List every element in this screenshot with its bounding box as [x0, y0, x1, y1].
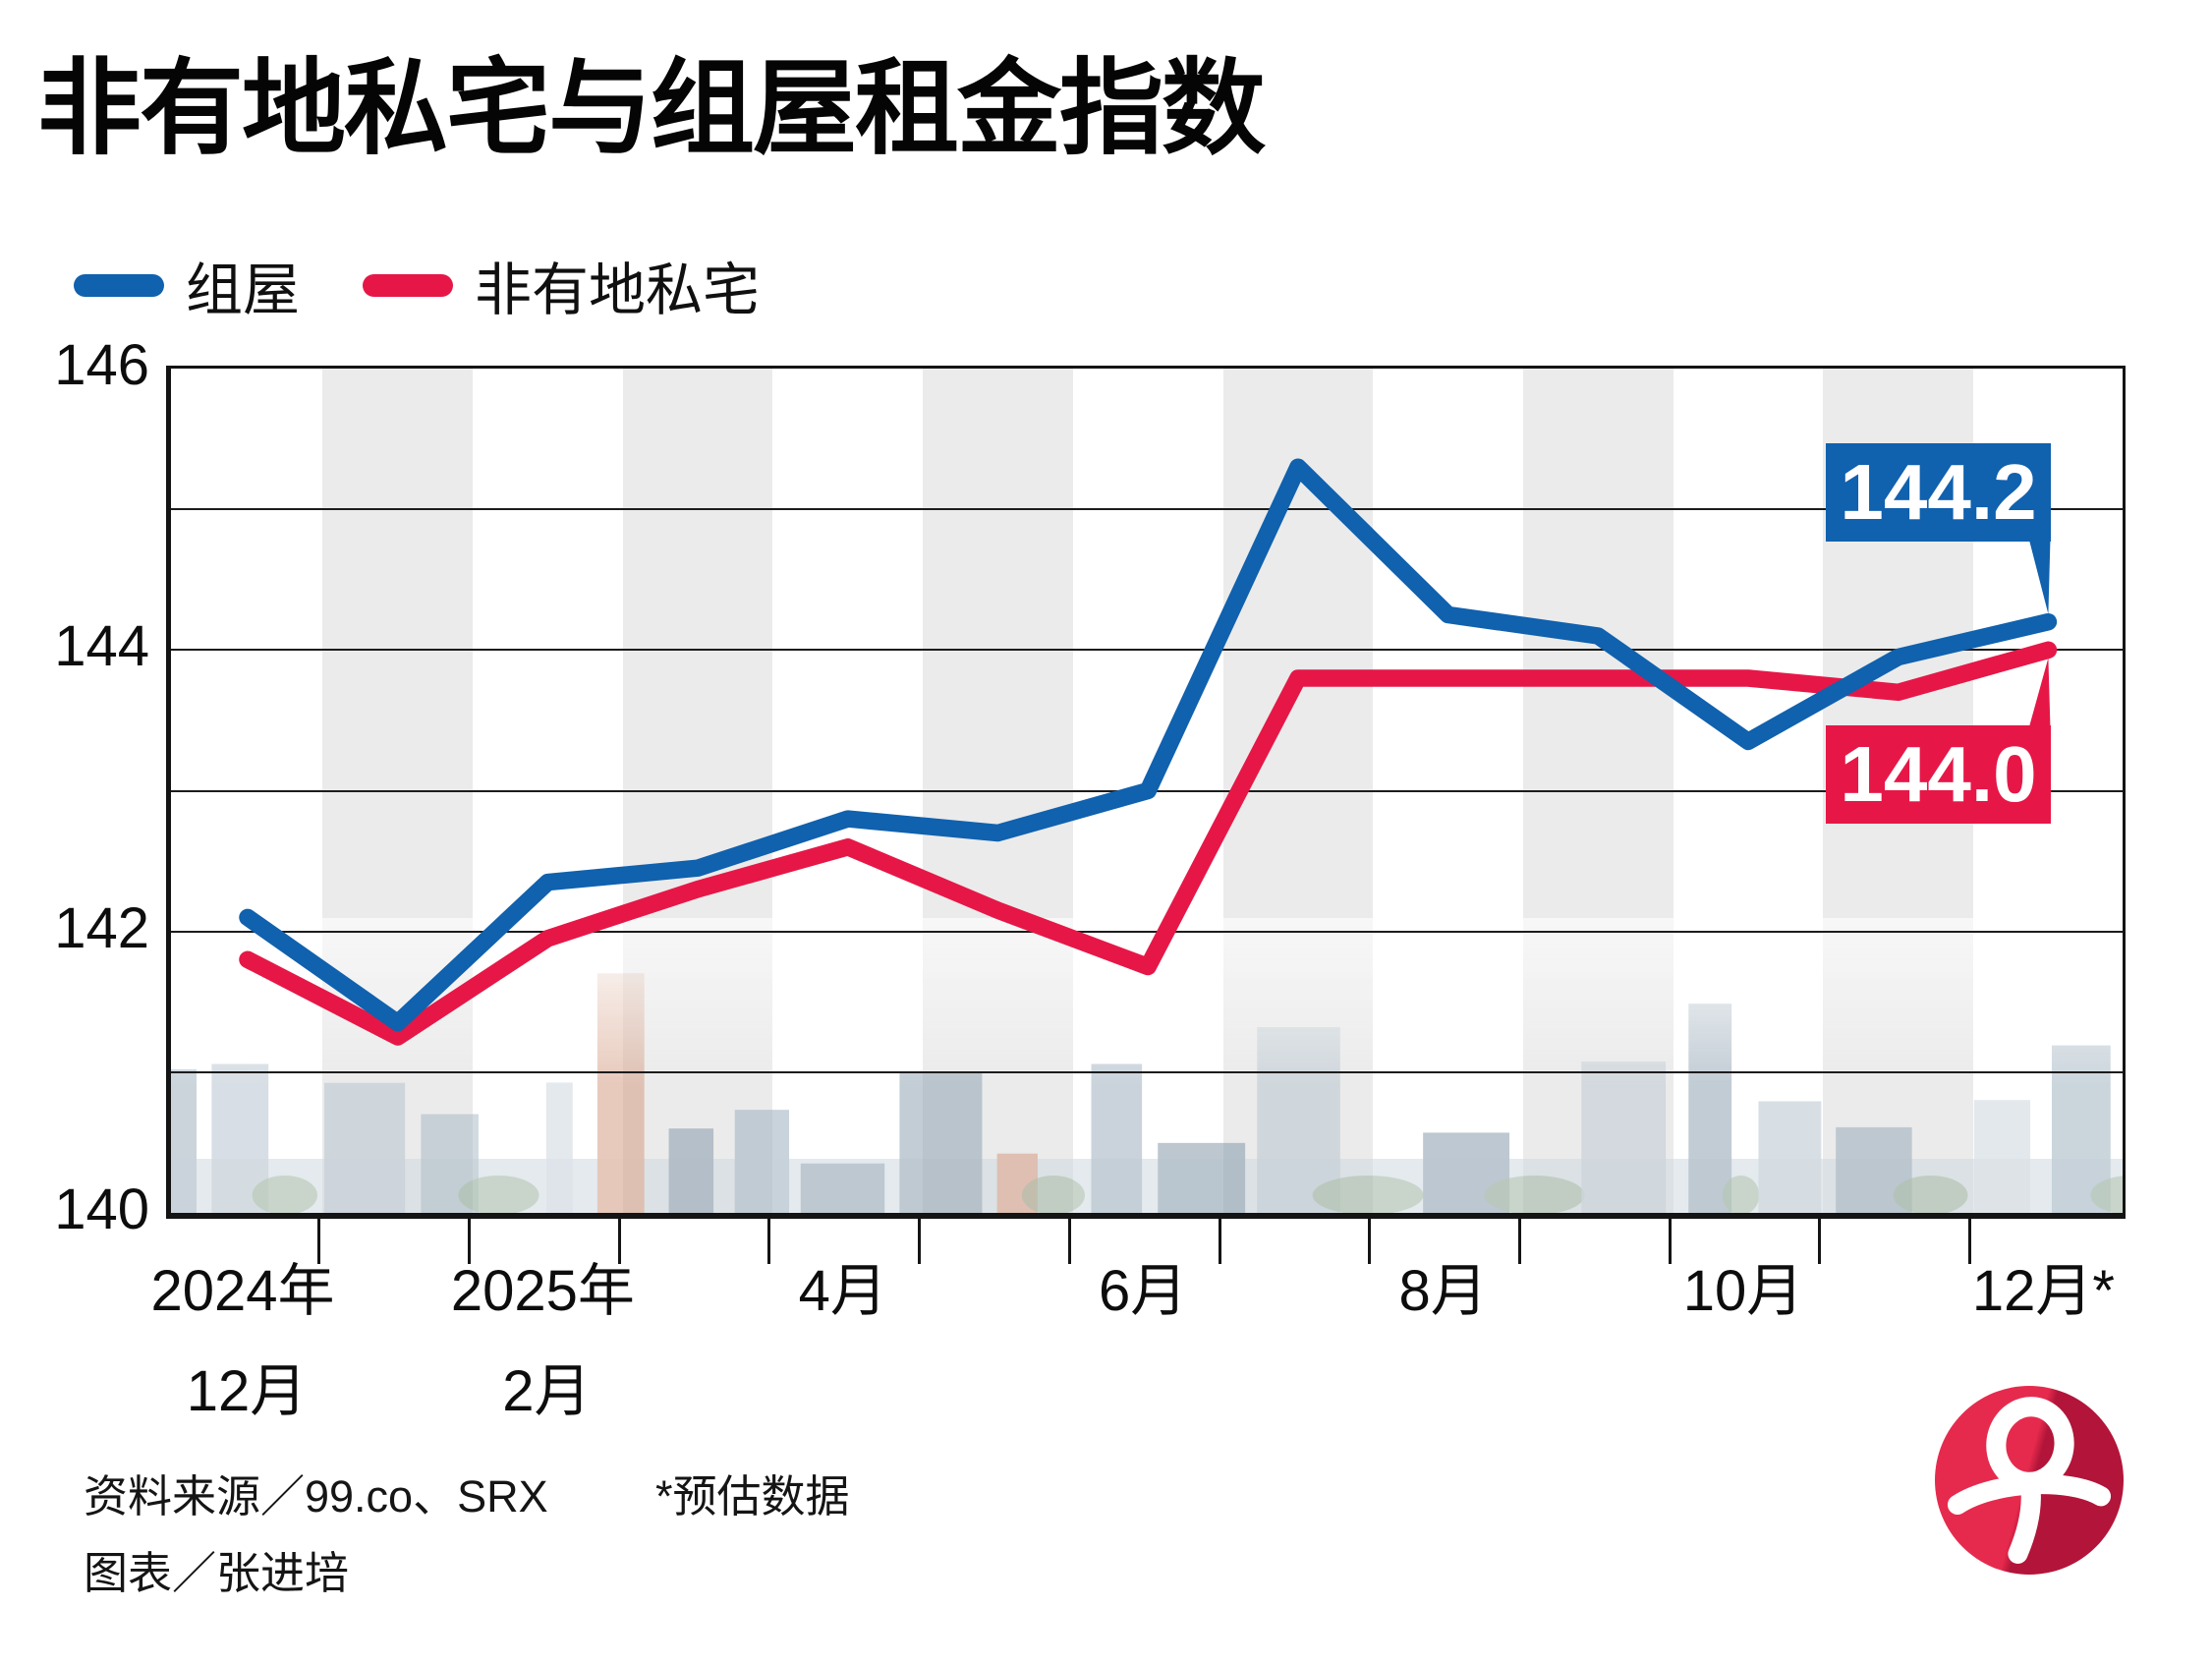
- x-axis-tick: [317, 1219, 321, 1264]
- line-series-layer: [239, 458, 2058, 1046]
- private-end-value: 144.0: [1840, 730, 2037, 818]
- skyline-building: [1581, 1062, 1667, 1213]
- skyline-building: [1973, 1100, 2031, 1213]
- x-axis-label-sub: 2月: [502, 1359, 592, 1423]
- y-axis-label-142: 142: [54, 895, 149, 960]
- skyline-trees: [1484, 1176, 1585, 1213]
- zaobao-logo: [1935, 1386, 2124, 1575]
- skyline-building: [1158, 1142, 1246, 1213]
- gridline-142: [171, 930, 2123, 933]
- skyline-building: [1423, 1132, 1510, 1213]
- callout-tail: [2029, 658, 2051, 725]
- skyline-building: [171, 1068, 198, 1213]
- skyline-trees: [252, 1176, 317, 1213]
- skyline-fade-overlay: [171, 918, 2123, 1085]
- skyline-building: [800, 1163, 885, 1213]
- skyline-building: [734, 1110, 790, 1213]
- skyline-building: [899, 1071, 983, 1213]
- x-axis-tick: [767, 1219, 771, 1264]
- x-axis-tick: [1368, 1219, 1372, 1264]
- x-axis-tick: [1067, 1219, 1071, 1264]
- x-axis-label: 8月: [1398, 1259, 1488, 1323]
- skyline-trees: [1312, 1176, 1424, 1213]
- x-axis-label: 4月: [798, 1259, 887, 1323]
- x-axis-tick: [918, 1219, 922, 1264]
- hdb-end-value: 144.2: [1840, 448, 2037, 536]
- x-axis-tick: [1517, 1219, 1521, 1264]
- credit-text: 图表／张进培: [84, 1548, 350, 1598]
- gridline-145: [171, 508, 2123, 511]
- legend-label-hdb: 组屋: [186, 258, 301, 322]
- skyline-building: [323, 1082, 406, 1213]
- skyline-trees: [1021, 1176, 1085, 1213]
- x-axis-tick: [1818, 1219, 1822, 1264]
- hdb-value-callout: 144.2: [1826, 443, 2051, 542]
- x-axis-label: 2024年: [150, 1259, 335, 1323]
- skyline-building: [421, 1114, 479, 1213]
- skyline-building: [545, 1082, 573, 1213]
- chart-plot-area: 144.2 144.0: [166, 366, 2126, 1219]
- skyline-trees: [1893, 1176, 1968, 1213]
- skyline-building: [211, 1063, 269, 1213]
- gridline-144: [171, 649, 2123, 652]
- gridline-141: [171, 1070, 2123, 1073]
- x-axis-tick: [1218, 1219, 1221, 1264]
- skyline-building: [996, 1153, 1038, 1213]
- y-axis-label-144: 144: [54, 614, 149, 679]
- y-axis-label-146: 146: [54, 333, 149, 397]
- skyline-building: [668, 1128, 714, 1213]
- x-axis-label-sub: 12月: [186, 1359, 308, 1423]
- zaobao-zao-glyph-icon: [1947, 1397, 2112, 1564]
- skyline-building: [1091, 1063, 1143, 1213]
- x-axis-label: 6月: [1099, 1259, 1188, 1323]
- skyline-building: [1836, 1126, 1912, 1213]
- x-axis-tick: [1968, 1219, 1972, 1264]
- x-axis-tick: [468, 1219, 472, 1264]
- legend-item-private: 非有地私宅: [363, 244, 760, 326]
- x-axis-tick: [617, 1219, 621, 1264]
- x-axis-label: 12月*: [1971, 1259, 2115, 1323]
- series-line-组屋: [239, 458, 2058, 1032]
- skyline-building: [1758, 1101, 1822, 1213]
- chart-legend: 组屋 非有地私宅: [74, 244, 822, 326]
- skyline-trees: [458, 1176, 539, 1213]
- estimate-note: *预估数据: [655, 1471, 850, 1521]
- page-title: 非有地私宅与组屋租金指数: [37, 51, 1266, 167]
- legend-label-private: 非有地私宅: [475, 258, 761, 322]
- private-line-swatch-icon: [363, 273, 454, 297]
- x-axis-tick: [1668, 1219, 1672, 1264]
- callout-tail: [2029, 542, 2051, 614]
- skyline-trees: [2090, 1176, 2123, 1213]
- skyline-trees: [1722, 1176, 1760, 1213]
- private-value-callout: 144.0: [1826, 725, 2051, 824]
- source-text: 资料来源／99.co、SRX: [84, 1471, 548, 1521]
- legend-item-hdb: 组屋: [74, 244, 300, 326]
- x-axis-label: 10月: [1682, 1259, 1804, 1323]
- x-axis-label: 2025年: [450, 1259, 635, 1323]
- city-skyline-photo: [171, 918, 2123, 1213]
- hdb-line-swatch-icon: [74, 273, 164, 297]
- series-line-非有地私宅: [239, 641, 2058, 1046]
- y-axis-label-140: 140: [54, 1177, 149, 1241]
